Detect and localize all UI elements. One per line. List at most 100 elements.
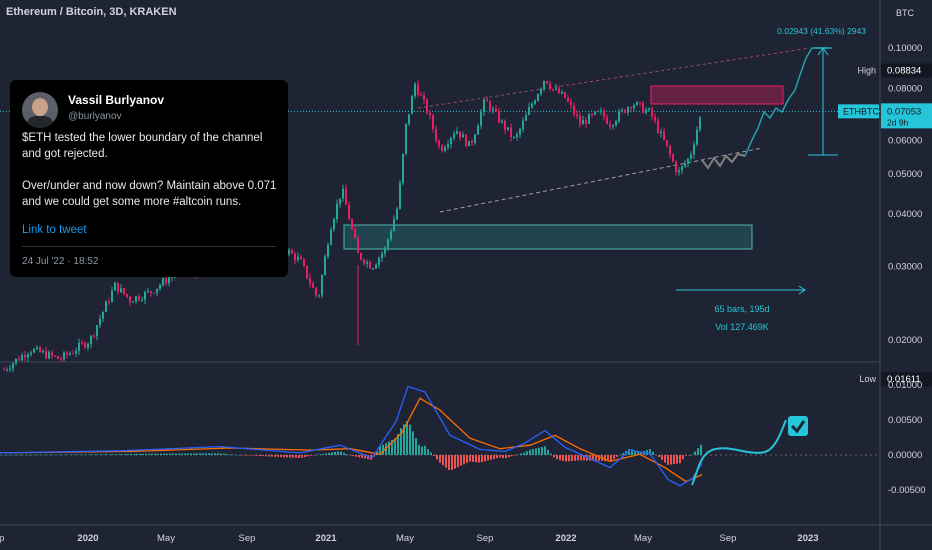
macd-hist-bar xyxy=(28,454,30,456)
candle xyxy=(6,367,8,372)
candle-body xyxy=(588,114,590,124)
candle-body xyxy=(42,351,44,353)
macd-hist-bar xyxy=(565,455,567,462)
candle-body xyxy=(525,114,527,121)
symbol-tag-box xyxy=(838,104,879,119)
tweet-divider xyxy=(22,246,276,247)
candle xyxy=(399,179,401,210)
candle xyxy=(312,281,314,288)
candle xyxy=(387,238,389,252)
candle xyxy=(336,199,338,224)
low-value: 0.01611 xyxy=(887,374,921,385)
candle-body xyxy=(396,208,398,220)
macd-hist-bar xyxy=(265,455,267,457)
macd-hist-bar xyxy=(127,453,129,455)
candle-body xyxy=(672,154,674,162)
candle xyxy=(540,87,542,97)
candle xyxy=(105,300,107,313)
candle xyxy=(597,110,599,113)
macd-hist-bar xyxy=(187,453,189,455)
candle-body xyxy=(12,363,14,369)
macd-tick-label: -0.00500 xyxy=(888,485,926,496)
candle-body xyxy=(441,146,443,152)
macd-signal-line xyxy=(0,397,703,483)
time-tick-label: 2022 xyxy=(555,533,576,544)
candle xyxy=(288,247,290,257)
candle xyxy=(441,144,443,153)
candle xyxy=(96,324,98,341)
macd-hist-bar xyxy=(409,424,411,455)
macd-hist-bar xyxy=(364,455,366,459)
candle-body xyxy=(678,170,680,173)
macd-hist-bar xyxy=(556,455,558,460)
candle xyxy=(612,124,614,130)
candle xyxy=(558,85,560,95)
candle xyxy=(561,89,563,95)
candle xyxy=(447,139,449,151)
macd-hist-bar xyxy=(595,455,597,461)
candle xyxy=(33,347,35,354)
macd-hist-bar xyxy=(637,451,639,455)
tweet-link[interactable]: Link to tweet xyxy=(22,224,87,236)
candle xyxy=(648,107,650,111)
candle xyxy=(111,286,113,303)
candle-body xyxy=(375,264,377,269)
candle xyxy=(138,294,140,302)
macd-hist-bar xyxy=(655,454,657,455)
price-tick-label: 0.06000 xyxy=(888,136,922,147)
macd-hist-bar xyxy=(694,451,696,455)
candle-body xyxy=(18,358,20,361)
macd-hist-bar xyxy=(460,455,462,466)
price-tick-label: 0.02000 xyxy=(888,335,922,346)
candle-body xyxy=(360,253,362,260)
macd-hist-bar xyxy=(10,454,12,456)
candle-body xyxy=(351,219,353,229)
macd-hist-bar xyxy=(604,455,606,462)
candle xyxy=(669,144,671,159)
candle-body xyxy=(555,88,557,90)
candle xyxy=(321,274,323,299)
candle xyxy=(117,282,119,295)
macd-hist-bar xyxy=(289,455,291,458)
projection-consolidation xyxy=(701,152,746,170)
candle xyxy=(54,354,56,358)
time-tick-label: 2021 xyxy=(315,533,337,544)
candle-body xyxy=(513,136,515,138)
candle-body xyxy=(573,105,575,115)
candle-body xyxy=(606,117,608,124)
macd-hist-bar xyxy=(247,455,249,456)
candle xyxy=(510,123,512,142)
range-bars-label: 65 bars, 195d xyxy=(714,304,769,314)
tweet-date: 24 Jul '22 · 18:52 xyxy=(22,256,99,267)
candle-body xyxy=(387,239,389,248)
low-label: Low xyxy=(859,374,876,384)
candle xyxy=(615,119,617,128)
candle xyxy=(696,126,698,147)
macd-hist-bar xyxy=(190,453,192,455)
macd-tick-label: 0.00000 xyxy=(888,450,922,461)
candle xyxy=(306,265,308,280)
candle-body xyxy=(699,117,701,130)
macd-hist-bar xyxy=(388,441,390,455)
candle-body xyxy=(369,261,371,269)
candle-body xyxy=(78,342,80,352)
candle-body xyxy=(144,292,146,300)
macd-hist-bar xyxy=(109,454,111,455)
candle xyxy=(570,98,572,110)
macd-hist-bar xyxy=(358,455,360,458)
macd-hist-bar xyxy=(31,454,33,456)
candle xyxy=(330,226,332,246)
candle xyxy=(63,351,65,362)
last-price-value: 0.07053 xyxy=(887,106,921,117)
candle-body xyxy=(102,311,104,319)
macd-hist-bar xyxy=(325,453,327,455)
candle xyxy=(408,114,410,126)
candle xyxy=(489,99,491,113)
candle xyxy=(69,351,71,356)
range-arrowhead xyxy=(798,285,806,295)
candle-body xyxy=(639,102,641,104)
candle xyxy=(468,141,470,147)
macd-hist-bar xyxy=(52,454,54,456)
candle xyxy=(114,281,116,291)
macd-hist-bar xyxy=(235,454,237,456)
